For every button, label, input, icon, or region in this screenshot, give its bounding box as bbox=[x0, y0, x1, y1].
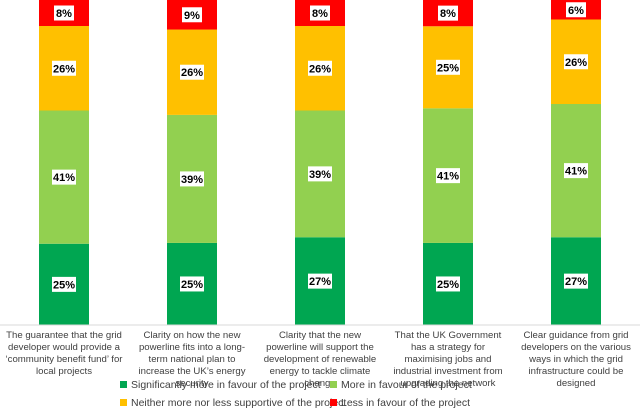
data-label-4-2: 41% bbox=[437, 171, 459, 183]
data-label-box-2-2 bbox=[180, 171, 204, 187]
data-label-5-2: 41% bbox=[565, 166, 587, 178]
legend-label-4: Less in favour of the project bbox=[341, 397, 470, 409]
data-label-box-4-3 bbox=[436, 59, 460, 75]
data-label-1-3: 26% bbox=[53, 63, 75, 75]
category-label-2: Clarity on how the new powerline fits in… bbox=[138, 330, 246, 389]
data-label-2-4: 9% bbox=[184, 10, 200, 22]
legend-item-1: Significantly more in favour of the proj… bbox=[120, 379, 321, 391]
data-label-box-2-1 bbox=[180, 276, 204, 292]
data-label-box-5-3 bbox=[564, 54, 588, 70]
data-label-box-1-3 bbox=[52, 60, 76, 76]
data-label-box-1-2 bbox=[52, 169, 76, 185]
data-label-3-3: 26% bbox=[309, 63, 331, 75]
data-label-3-4: 8% bbox=[312, 8, 328, 20]
data-label-box-4-4 bbox=[438, 5, 458, 21]
data-label-3-2: 39% bbox=[309, 169, 331, 181]
data-label-box-3-4 bbox=[310, 5, 330, 21]
data-label-box-5-2 bbox=[564, 163, 588, 179]
data-label-box-3-2 bbox=[308, 166, 332, 182]
legend-label-1: Significantly more in favour of the proj… bbox=[131, 379, 321, 391]
data-label-1-1: 25% bbox=[53, 279, 75, 291]
data-label-box-3-1 bbox=[308, 273, 332, 289]
category-label-1: The guarantee that the grid developer wo… bbox=[5, 330, 123, 377]
category-label-4: That the UK Government has a strategy fo… bbox=[393, 330, 503, 389]
category-label-3: Clarity that the new powerline will supp… bbox=[263, 330, 377, 389]
data-label-box-3-3 bbox=[308, 60, 332, 76]
legend-swatch-4 bbox=[330, 399, 337, 406]
data-label-2-3: 26% bbox=[181, 67, 203, 79]
data-label-1-2: 41% bbox=[53, 172, 75, 184]
data-label-box-4-2 bbox=[436, 168, 460, 184]
data-label-1-4: 8% bbox=[56, 8, 72, 20]
data-label-5-4: 6% bbox=[568, 5, 584, 17]
data-label-box-5-1 bbox=[564, 273, 588, 289]
bars-group: 25% 41% 26% 8% 25% 39% 26% 9% 27% 39% 26% 8% 25% 41% 2… bbox=[39, 0, 601, 325]
data-label-5-3: 26% bbox=[565, 57, 587, 69]
legend-label-3: Neither more nor less supportive of the … bbox=[131, 397, 347, 409]
data-label-box-2-4 bbox=[182, 7, 202, 23]
legend-item-2: More in favour of the project bbox=[330, 379, 472, 391]
legend-swatch-3 bbox=[120, 399, 127, 406]
data-label-4-4: 8% bbox=[440, 8, 456, 20]
data-label-box-2-3 bbox=[180, 64, 204, 80]
legend-swatch-1 bbox=[120, 381, 127, 388]
data-label-box-1-4 bbox=[54, 5, 74, 21]
category-label-5: Clear guidance from grid developers on t… bbox=[521, 330, 631, 389]
data-label-box-4-1 bbox=[436, 276, 460, 292]
legend-item-3: Neither more nor less supportive of the … bbox=[120, 397, 346, 409]
data-label-2-2: 39% bbox=[181, 174, 203, 186]
data-label-box-1-1 bbox=[52, 276, 76, 292]
data-label-4-3: 25% bbox=[437, 62, 459, 74]
legend-item-4: Less in favour of the project bbox=[330, 397, 470, 409]
data-label-2-1: 25% bbox=[181, 279, 203, 291]
data-label-5-1: 27% bbox=[565, 276, 587, 288]
data-label-box-5-4 bbox=[566, 2, 586, 18]
legend-swatch-2 bbox=[330, 381, 337, 388]
data-label-3-1: 27% bbox=[309, 276, 331, 288]
data-label-4-1: 25% bbox=[437, 279, 459, 291]
legend-label-2: More in favour of the project bbox=[341, 379, 472, 391]
